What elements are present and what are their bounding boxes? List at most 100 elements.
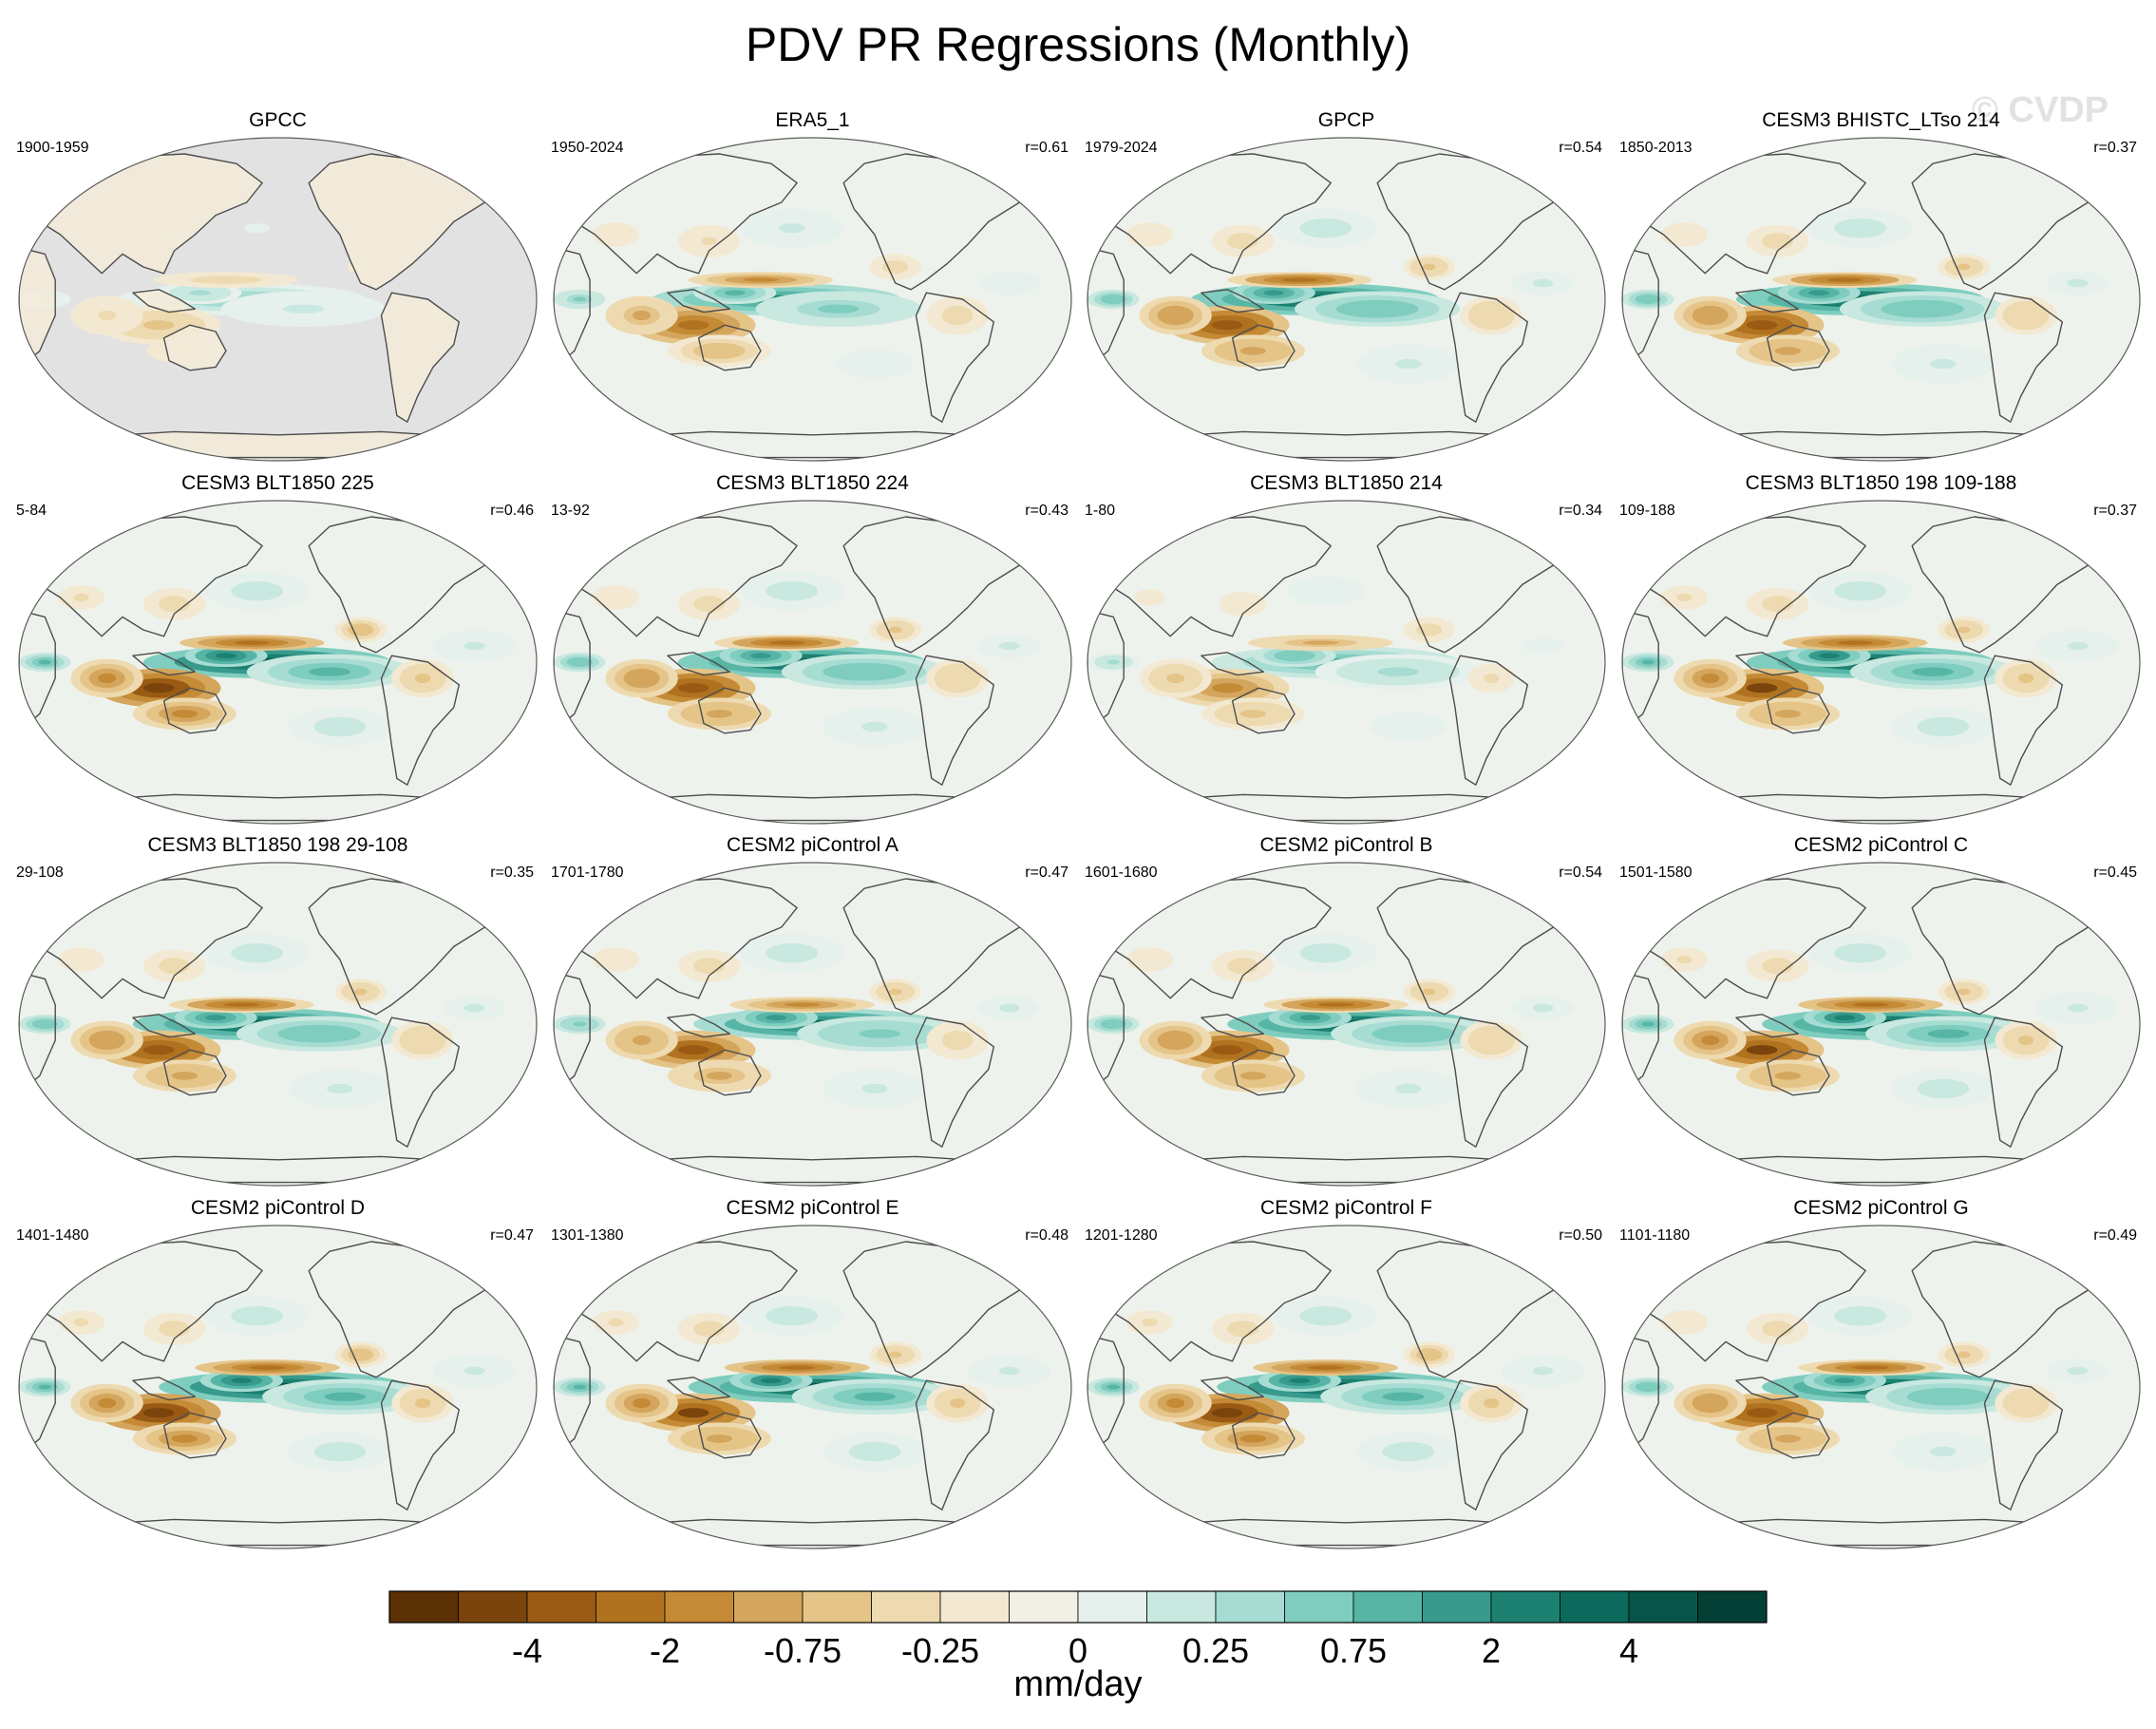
dry-anomaly-contour xyxy=(888,1351,902,1358)
dry-anomaly-contour xyxy=(1422,263,1436,271)
wet-anomaly-contour xyxy=(298,1029,340,1038)
wet-anomaly-contour xyxy=(2067,278,2089,288)
colorbar-frame xyxy=(388,1590,1768,1624)
dry-anomaly-contour xyxy=(701,961,717,971)
dry-anomaly-contour xyxy=(633,310,652,321)
panel-title: CESM3 BLT1850 224 xyxy=(716,472,909,494)
coastline-australia xyxy=(1766,1049,1830,1096)
colorbar-swatch xyxy=(1422,1590,1492,1624)
coastline-s-america xyxy=(380,292,460,423)
dry-anomaly-contour xyxy=(1774,710,1802,718)
colorbar-swatch xyxy=(1215,1590,1285,1624)
dry-anomaly-contour xyxy=(1211,683,1243,694)
dry-anomaly-contour xyxy=(742,277,780,282)
coastline-australia xyxy=(162,1412,227,1459)
wet-anomaly-contour xyxy=(1532,278,1554,288)
precip-anomaly-field xyxy=(1622,933,2120,1109)
coastline-indonesia xyxy=(132,1014,197,1038)
wet-anomaly-contour xyxy=(998,1003,1020,1013)
dry-anomaly-contour xyxy=(1235,599,1251,609)
wet-anomaly-contour xyxy=(1395,1083,1422,1094)
dry-anomaly-contour xyxy=(888,988,902,996)
dry-anomaly-contour xyxy=(1957,1351,1971,1358)
coastline-s-america xyxy=(1983,292,2064,423)
colorbar-swatch xyxy=(733,1590,804,1624)
dry-anomaly-contour xyxy=(608,955,624,964)
dry-anomaly-contour xyxy=(1957,988,1971,996)
dry-anomaly-contour xyxy=(234,640,271,645)
coastline-australia xyxy=(162,324,227,371)
panel-title: CESM2 piControl C xyxy=(1794,834,1968,856)
dry-anomaly-contour xyxy=(1239,347,1267,355)
wet-anomaly-contour xyxy=(2067,1366,2089,1376)
wet-anomaly-contour xyxy=(779,586,805,597)
coastline-s-america xyxy=(915,292,995,423)
panel-correlation: r=0.37 xyxy=(2093,140,2137,156)
map-panel-10: CESM2 piControl A 1701-1780 r=0.47 xyxy=(551,834,1072,1187)
coastline-s-america xyxy=(1983,1016,2064,1148)
wet-anomaly-contour xyxy=(1808,290,1829,296)
coastline-asia xyxy=(574,153,798,275)
colorbar-swatch xyxy=(1077,1590,1147,1624)
map-border xyxy=(1621,137,2141,462)
colorbar-swatch xyxy=(1352,1590,1423,1624)
wet-anomaly-contour xyxy=(1313,948,1339,959)
wet-anomaly-contour xyxy=(1395,358,1422,370)
dry-anomaly-contour xyxy=(1235,237,1251,246)
panel-years: 1201-1280 xyxy=(1085,1227,1158,1244)
dry-anomaly-contour xyxy=(1769,237,1786,246)
coastline-asia xyxy=(1107,516,1332,637)
dry-anomaly-contour xyxy=(608,230,624,239)
dry-anomaly-contour xyxy=(1746,683,1778,694)
coastline-s-america xyxy=(380,1379,460,1510)
wet-anomaly-contour xyxy=(998,641,1020,651)
dry-anomaly-contour xyxy=(1166,1397,1185,1409)
panel-correlation: r=0.61 xyxy=(1025,140,1069,156)
map-border xyxy=(1087,1225,1606,1549)
dry-anomaly-contour xyxy=(1422,1351,1436,1358)
dry-anomaly-contour xyxy=(1701,1035,1720,1046)
panel-title: CESM3 BLT1850 198 29-108 xyxy=(148,834,408,856)
precip-anomaly-field xyxy=(1087,576,1564,742)
map-border xyxy=(18,137,538,462)
map-panel-14: CESM2 piControl E 1301-1380 r=0.48 xyxy=(551,1197,1072,1549)
dry-anomaly-contour xyxy=(414,1397,431,1409)
colorbar-tick-label: 4 xyxy=(1619,1631,1638,1670)
colorbar-tick-label: -2 xyxy=(650,1631,680,1670)
colorbar-swatch xyxy=(1284,1590,1354,1624)
map-border xyxy=(1621,500,2141,825)
wet-anomaly-contour xyxy=(2067,1003,2089,1013)
map-panel-16: CESM2 piControl G 1101-1180 r=0.49 xyxy=(1619,1197,2141,1549)
dry-anomaly-contour xyxy=(2017,673,2034,684)
wet-anomaly-contour xyxy=(1847,586,1874,597)
panel-years: 1900-1959 xyxy=(16,140,89,156)
wet-anomaly-contour xyxy=(327,1083,353,1094)
map-border xyxy=(1087,862,1606,1187)
coastline-asia xyxy=(39,516,263,637)
dry-anomaly-contour xyxy=(1239,1072,1267,1080)
dry-anomaly-contour xyxy=(166,599,182,609)
dry-anomaly-contour xyxy=(1676,230,1693,239)
wet-anomaly-contour xyxy=(817,304,860,314)
dry-anomaly-contour xyxy=(1701,1397,1720,1409)
coastline-australia xyxy=(1231,687,1295,734)
dry-anomaly-contour xyxy=(768,640,805,645)
wet-anomaly-contour xyxy=(327,721,353,732)
map-panel-2: ERA5_1 1950-2024 r=0.61 xyxy=(551,109,1072,462)
dry-anomaly-contour xyxy=(1957,263,1971,271)
panel-title: CESM3 BLT1850 225 xyxy=(181,472,374,494)
map-body xyxy=(1622,1226,2140,1548)
coastline-australia xyxy=(162,1049,227,1096)
wet-anomaly-contour xyxy=(861,1083,888,1094)
panel-correlation: r=0.48 xyxy=(1025,1227,1069,1244)
wet-anomaly-contour xyxy=(1395,721,1422,732)
precip-anomaly-field xyxy=(1622,571,2120,747)
map-body xyxy=(1622,138,2140,461)
dry-anomaly-contour xyxy=(888,626,902,634)
wet-anomaly-contour xyxy=(189,290,211,296)
colorbar: -4 -2 -0.75 -0.25 0 0.25 0.75 2 4 xyxy=(388,1590,1768,1670)
wet-anomaly-contour xyxy=(1912,667,1954,676)
dry-anomaly-contour xyxy=(1769,599,1786,609)
dry-anomaly-contour xyxy=(1166,310,1185,321)
dry-anomaly-contour xyxy=(888,263,902,271)
